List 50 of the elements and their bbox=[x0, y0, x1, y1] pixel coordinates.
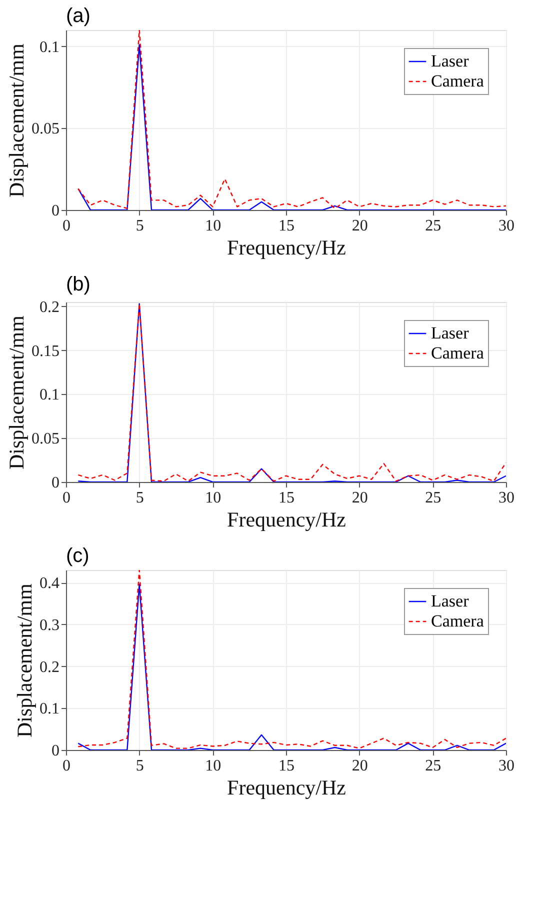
x-tick-label: 5 bbox=[136, 490, 144, 506]
x-tick-label: 0 bbox=[62, 490, 70, 506]
x-tick-label: 10 bbox=[205, 490, 222, 506]
x-tick-label: 25 bbox=[425, 218, 442, 234]
x-tick-label: 0 bbox=[62, 218, 70, 234]
legend-label: Laser bbox=[431, 52, 470, 70]
y-tick-label: 0.3 bbox=[40, 616, 60, 634]
x-tick-label: 20 bbox=[352, 218, 368, 234]
chart-title: (b) bbox=[66, 273, 90, 296]
y-tick-label: 0.15 bbox=[32, 342, 60, 360]
legend-label: Camera bbox=[431, 344, 484, 362]
x-tick-label: 30 bbox=[498, 758, 514, 774]
legend-label: Camera bbox=[431, 72, 484, 90]
y-tick-label: 0.05 bbox=[32, 120, 60, 138]
line-series bbox=[78, 303, 506, 482]
y-tick-label: 0.1 bbox=[40, 386, 60, 404]
y-axis-title: Displacement/mm bbox=[4, 316, 28, 470]
y-tick-label: 0.05 bbox=[32, 430, 60, 448]
x-tick-label: 0 bbox=[62, 758, 70, 774]
y-axis-title: Displacement/mm bbox=[4, 44, 28, 198]
y-tick-label: 0.1 bbox=[40, 700, 60, 718]
legend-label: Laser bbox=[431, 592, 470, 610]
x-tick-label: 10 bbox=[205, 758, 222, 774]
x-tick-label: 30 bbox=[498, 218, 514, 234]
y-tick-label: 0.1 bbox=[40, 38, 60, 56]
x-tick-label: 15 bbox=[278, 490, 294, 506]
y-axis-title: Displacement/mm bbox=[12, 584, 36, 738]
x-tick-label: 10 bbox=[205, 218, 222, 234]
x-tick-label: 15 bbox=[278, 758, 294, 774]
chart-title: (a) bbox=[66, 5, 90, 27]
y-tick-label: 0 bbox=[52, 474, 60, 492]
x-tick-label: 25 bbox=[425, 490, 442, 506]
y-tick-label: 0.2 bbox=[40, 658, 60, 676]
legend-label: Camera bbox=[431, 612, 484, 630]
legend-label: Laser bbox=[431, 324, 470, 342]
x-tick-label: 15 bbox=[278, 218, 294, 234]
y-tick-label: 0.4 bbox=[40, 575, 60, 592]
x-tick-label: 5 bbox=[136, 218, 144, 234]
x-axis-title: Frequency/Hz bbox=[227, 236, 346, 260]
y-tick-label: 0.2 bbox=[40, 298, 60, 316]
y-tick-label: 0 bbox=[52, 202, 60, 220]
x-axis-title: Frequency/Hz bbox=[227, 776, 346, 800]
chart-title: (c) bbox=[66, 545, 90, 567]
x-axis-title: Frequency/Hz bbox=[227, 508, 346, 532]
y-tick-label: 0 bbox=[52, 742, 60, 760]
x-tick-label: 20 bbox=[352, 758, 368, 774]
x-tick-label: 30 bbox=[498, 490, 514, 506]
x-tick-label: 20 bbox=[352, 490, 368, 506]
x-tick-label: 25 bbox=[425, 758, 442, 774]
x-tick-label: 5 bbox=[136, 758, 144, 774]
